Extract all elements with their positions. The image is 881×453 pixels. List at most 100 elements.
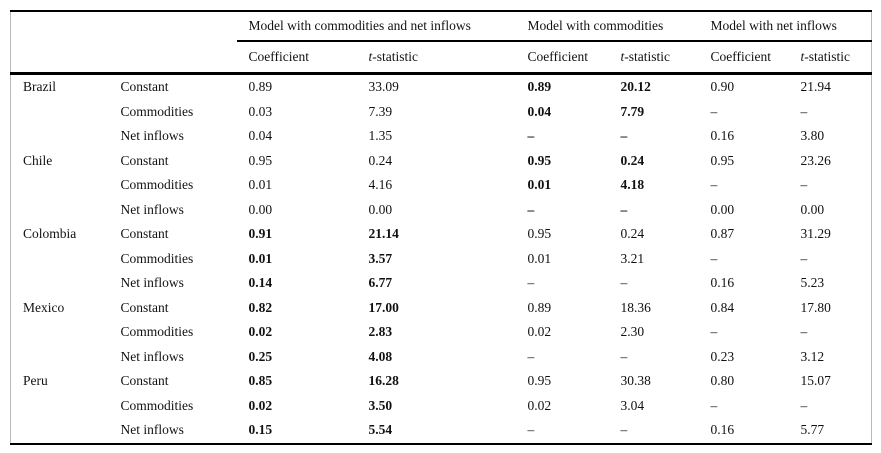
m1-coefficient-cell: 0.91 xyxy=(248,226,273,242)
country-cell: Brazil xyxy=(23,79,56,95)
m2-tstatistic-cell: 7.79 xyxy=(620,103,645,119)
m2-coefficient-cell: – xyxy=(527,201,535,217)
table-body: Brazil Constant 0.89 33.09 0.89 20.12 0.90 21.9… xyxy=(11,74,872,444)
m1-coefficient-cell: 0.82 xyxy=(248,299,273,315)
variable-cell: Constant xyxy=(120,299,169,315)
country-cell xyxy=(11,173,109,198)
variable-cell: Commodities xyxy=(120,103,194,119)
m2-coefficient-cell: 0.04 xyxy=(527,103,552,119)
country-cell xyxy=(11,394,109,419)
m2-tstatistic-cell: 20.12 xyxy=(620,79,651,95)
variable-cell: Net inflows xyxy=(120,348,184,364)
m3-tstatistic-cell: 17.80 xyxy=(800,299,831,315)
group-header-row: Model with commodities and net inflows M… xyxy=(11,11,872,42)
m2-coefficient-cell: 0.02 xyxy=(527,397,552,413)
country-cell xyxy=(11,100,109,125)
m2-coefficient-cell: 0.95 xyxy=(527,226,552,242)
m1-tstatistic-cell: 1.35 xyxy=(368,128,393,144)
regression-results-table: Model with commodities and net inflows M… xyxy=(10,10,873,445)
m1-coefficient-cell: 0.95 xyxy=(248,152,273,168)
table-row: Chile Constant 0.95 0.24 0.95 0.24 0.95 23.26 xyxy=(11,149,872,174)
country-cell xyxy=(11,320,109,345)
m1-tstatistic-cell: 4.16 xyxy=(368,177,393,193)
m1-tstatistic-cell: 3.50 xyxy=(368,397,393,413)
m2-tstatistic-cell: 2.30 xyxy=(620,324,645,340)
country-cell xyxy=(11,345,109,370)
m1-tstatistic-cell: 33.09 xyxy=(368,79,399,95)
sub-header-row: Coefficient t-statistic Coefficient t-st… xyxy=(10,41,872,75)
m2-coefficient-cell: – xyxy=(527,422,535,438)
table-row: Net inflows 0.14 6.77 – – 0.16 5.23 xyxy=(11,271,872,296)
table-row: Commodities 0.01 4.16 0.01 4.18 – – xyxy=(11,173,872,198)
stub-subheader xyxy=(10,41,237,75)
m2-tstatistic-cell: 18.36 xyxy=(620,299,651,315)
m2-tstatistic-cell: – xyxy=(620,128,628,144)
m1-tstatistic-cell: 6.77 xyxy=(368,275,393,291)
m2-tstatistic-cell: – xyxy=(620,275,628,291)
table-row: Net inflows 0.00 0.00 – – 0.00 0.00 xyxy=(11,198,872,223)
m1-tstatistic-header: t-statistic xyxy=(356,41,516,75)
m2-tstatistic-cell: – xyxy=(620,422,628,438)
group-header-model-commodities-and-net-inflows: Model with commodities and net inflows xyxy=(236,11,516,42)
m1-coefficient-cell: 0.01 xyxy=(248,250,273,266)
m2-coefficient-cell: 0.95 xyxy=(527,152,552,168)
m3-tstatistic-cell: 3.80 xyxy=(800,128,825,144)
m2-coefficient-cell: 0.89 xyxy=(527,299,552,315)
m2-coefficient-cell: 0.95 xyxy=(527,373,552,389)
m3-coefficient-cell: 0.23 xyxy=(710,348,735,364)
table-row: Colombia Constant 0.91 21.14 0.95 0.24 0.87 31.… xyxy=(11,222,872,247)
country-cell: Mexico xyxy=(23,299,65,315)
m1-coefficient-cell: 0.14 xyxy=(248,275,273,291)
m3-coefficient-cell: – xyxy=(710,324,718,340)
m1-coefficient-header: Coefficient xyxy=(236,41,357,75)
m3-tstatistic-cell: – xyxy=(800,324,808,340)
m2-tstatistic-cell: 0.24 xyxy=(620,152,645,168)
m2-tstatistic-cell: 3.21 xyxy=(620,250,645,266)
m1-coefficient-cell: 0.25 xyxy=(248,348,273,364)
m3-tstatistic-cell: 21.94 xyxy=(800,79,831,95)
m2-tstatistic-cell: 0.24 xyxy=(620,226,645,242)
m3-coefficient-cell: 0.00 xyxy=(710,201,735,217)
m2-coefficient-cell: 0.89 xyxy=(527,79,552,95)
m3-coefficient-cell: 0.87 xyxy=(710,226,735,242)
m2-coefficient-cell: – xyxy=(527,275,535,291)
country-cell xyxy=(11,271,109,296)
m1-coefficient-cell: 0.00 xyxy=(248,201,273,217)
variable-cell: Commodities xyxy=(120,397,194,413)
country-cell: Colombia xyxy=(23,226,77,242)
tstat-rest: -statistic xyxy=(372,49,419,64)
m2-tstatistic-header: t-statistic xyxy=(608,41,699,75)
tstat-italic-t: t xyxy=(368,49,373,64)
m2-tstatistic-cell: 30.38 xyxy=(620,373,651,389)
tstat-italic-t: t xyxy=(620,49,625,64)
table-row: Net inflows 0.25 4.08 – – 0.23 3.12 xyxy=(11,345,872,370)
m3-coefficient-cell: – xyxy=(710,397,718,413)
m1-coefficient-cell: 0.02 xyxy=(248,397,273,413)
variable-cell: Net inflows xyxy=(120,128,184,144)
table-row: Commodities 0.02 3.50 0.02 3.04 – – xyxy=(11,394,872,419)
m3-coefficient-cell: 0.84 xyxy=(710,299,735,315)
m2-tstatistic-cell: 4.18 xyxy=(620,177,645,193)
m3-tstatistic-cell: – xyxy=(800,177,808,193)
variable-cell: Constant xyxy=(120,373,169,389)
stub-header xyxy=(11,11,237,41)
country-cell: Chile xyxy=(23,152,53,168)
variable-cell: Constant xyxy=(120,226,169,242)
m1-tstatistic-cell: 0.00 xyxy=(368,201,393,217)
m3-tstatistic-cell: 5.23 xyxy=(800,275,825,291)
m1-tstatistic-cell: 0.24 xyxy=(368,152,393,168)
variable-cell: Net inflows xyxy=(120,275,184,291)
m1-tstatistic-cell: 16.28 xyxy=(368,373,399,389)
table-row: Commodities 0.01 3.57 0.01 3.21 – – xyxy=(11,247,872,272)
country-cell xyxy=(11,247,109,272)
tstat-italic-t: t xyxy=(800,49,805,64)
variable-cell: Commodities xyxy=(120,250,194,266)
m1-coefficient-cell: 0.89 xyxy=(248,79,273,95)
m2-tstatistic-cell: 3.04 xyxy=(620,397,645,413)
m3-tstatistic-cell: – xyxy=(800,103,808,119)
country-cell xyxy=(11,124,109,149)
table-row: Brazil Constant 0.89 33.09 0.89 20.12 0.90 21.9… xyxy=(11,74,872,100)
m2-coefficient-cell: – xyxy=(527,348,535,364)
m1-tstatistic-cell: 2.83 xyxy=(368,324,393,340)
m1-tstatistic-cell: 21.14 xyxy=(368,226,399,242)
